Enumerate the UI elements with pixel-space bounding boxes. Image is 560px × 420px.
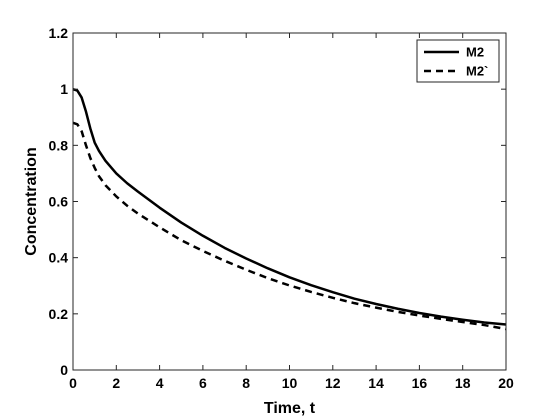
legend-label-m2-prime: M2` (466, 64, 488, 79)
x-tick-label: 4 (156, 375, 164, 391)
x-axis-label: Time, t (264, 400, 316, 417)
x-tick-labels: 0 2 4 6 8 10 12 14 16 18 20 (69, 375, 514, 391)
x-tick-label: 6 (199, 375, 207, 391)
x-tick-label: 10 (282, 375, 298, 391)
y-tick-label: 1.2 (49, 25, 69, 41)
x-tick-label: 0 (69, 375, 77, 391)
y-tick-label: 0.6 (49, 194, 69, 210)
x-tick-label: 8 (242, 375, 250, 391)
series-layer (72, 87, 507, 331)
x-tick-label: 12 (325, 375, 341, 391)
x-tick-label: 18 (455, 375, 471, 391)
x-tick-label: 20 (498, 375, 514, 391)
plot-frame (72, 32, 507, 371)
y-tick-label: 0.2 (49, 306, 69, 322)
x-tick-label: 14 (368, 375, 384, 391)
y-tick-label: 0.8 (49, 137, 69, 153)
y-tick-label: 0 (60, 362, 68, 378)
y-tick-label: 1 (60, 81, 68, 97)
x-tick-label: 16 (412, 375, 428, 391)
legend-label-m2: M2 (466, 45, 484, 60)
legend: M2 M2` (416, 39, 500, 83)
plot-area (73, 33, 506, 370)
x-tick-label: 2 (112, 375, 120, 391)
legend-box (416, 39, 500, 83)
y-tick-label: 0.4 (49, 250, 69, 266)
y-axis-label: Concentration (23, 147, 40, 255)
series-line-0 (72, 87, 507, 326)
y-tick-labels: 0 0.2 0.4 0.6 0.8 1 1.2 (49, 25, 69, 378)
